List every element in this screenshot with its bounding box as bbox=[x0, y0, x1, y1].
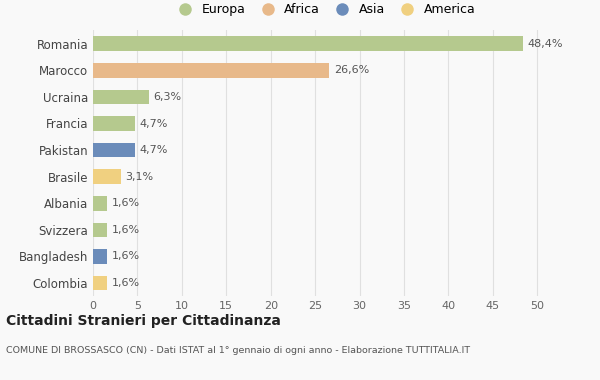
Text: 4,7%: 4,7% bbox=[139, 119, 167, 128]
Text: 3,1%: 3,1% bbox=[125, 172, 153, 182]
Text: 1,6%: 1,6% bbox=[112, 252, 140, 261]
Bar bbox=[93, 276, 107, 290]
Bar bbox=[93, 90, 149, 104]
Legend: Europa, Africa, Asia, America: Europa, Africa, Asia, America bbox=[167, 0, 481, 22]
Bar bbox=[93, 169, 121, 184]
Bar bbox=[93, 223, 107, 237]
Text: COMUNE DI BROSSASCO (CN) - Dati ISTAT al 1° gennaio di ogni anno - Elaborazione : COMUNE DI BROSSASCO (CN) - Dati ISTAT al… bbox=[6, 346, 470, 355]
Bar bbox=[93, 116, 135, 131]
Text: 6,3%: 6,3% bbox=[154, 92, 182, 102]
Bar bbox=[93, 36, 523, 51]
Bar bbox=[93, 196, 107, 211]
Text: 48,4%: 48,4% bbox=[527, 39, 563, 49]
Bar bbox=[93, 249, 107, 264]
Bar bbox=[93, 143, 135, 157]
Text: Cittadini Stranieri per Cittadinanza: Cittadini Stranieri per Cittadinanza bbox=[6, 314, 281, 328]
Text: 1,6%: 1,6% bbox=[112, 225, 140, 235]
Bar bbox=[93, 63, 329, 78]
Text: 4,7%: 4,7% bbox=[139, 145, 167, 155]
Text: 1,6%: 1,6% bbox=[112, 278, 140, 288]
Text: 26,6%: 26,6% bbox=[334, 65, 369, 75]
Text: 1,6%: 1,6% bbox=[112, 198, 140, 208]
